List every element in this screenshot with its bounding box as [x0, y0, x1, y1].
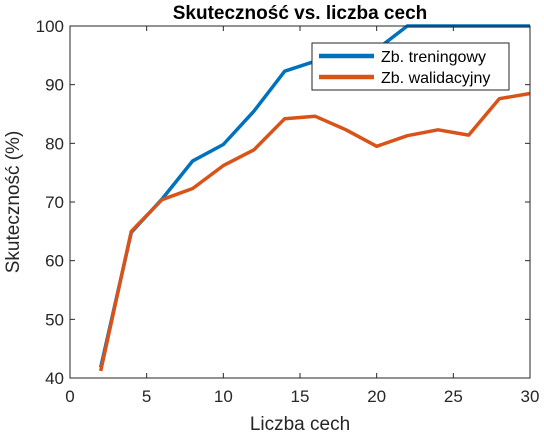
y-tick-label: 100 [36, 17, 64, 36]
legend-items: Zb. treningowy Zb. walidacyjny [319, 49, 490, 87]
x-axis-label: Liczba cech [250, 414, 350, 434]
x-tick-label: 30 [521, 387, 540, 406]
x-tick-label: 5 [142, 387, 151, 406]
x-tick-label: 20 [367, 387, 386, 406]
ticks-layer: 0 5 10 15 20 25 30 40 50 60 70 80 90 100 [36, 17, 540, 406]
y-tick-label: 80 [45, 134, 64, 153]
x-tick-label: 15 [291, 387, 310, 406]
y-tick-label: 60 [45, 252, 64, 271]
y-tick-label: 50 [45, 310, 64, 329]
legend-box [311, 42, 510, 91]
y-axis-label: Skuteczność (%) [3, 131, 24, 274]
chart-title: Skuteczność vs. liczba cech [173, 3, 428, 24]
legend: Zb. treningowy Zb. walidacyjny [311, 42, 510, 91]
y-tick-label: 70 [45, 193, 64, 212]
series-line-2 [98, 91, 531, 372]
legend-label-1: Zb. treningowy [381, 49, 486, 66]
x-tick-label: 0 [65, 387, 74, 406]
x-tick-label: 25 [444, 387, 463, 406]
y-tick-label: 40 [45, 369, 64, 388]
legend-label-2: Zb. walidacyjny [381, 70, 490, 87]
x-tick-label: 10 [214, 387, 233, 406]
y-tick-label: 90 [45, 76, 64, 95]
